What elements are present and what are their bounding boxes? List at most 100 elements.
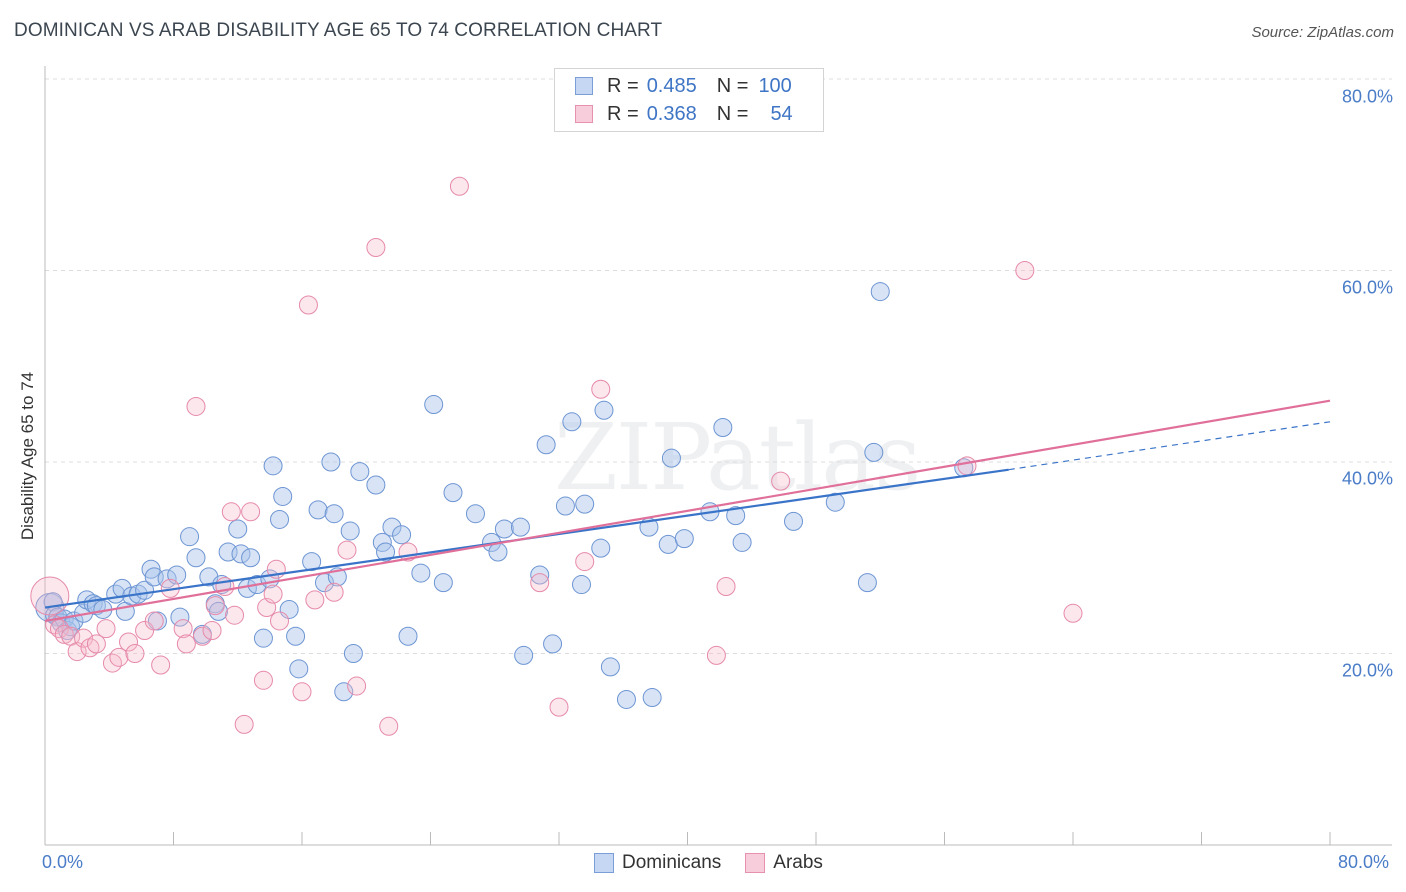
- dominicans-point: [302, 552, 322, 572]
- arabs-point: [292, 682, 312, 702]
- legend-row-dominicans: R = 0.485 N = 100: [575, 72, 792, 100]
- dominicans-point: [228, 519, 248, 539]
- dominicans-point: [231, 544, 251, 564]
- dominicans-point: [658, 534, 678, 554]
- arabs-point: [151, 655, 171, 675]
- dominicans-point: [366, 475, 386, 495]
- dominicans-point: [514, 645, 534, 665]
- arabs-point: [30, 576, 70, 616]
- legend-item-dominicans: Dominicans: [594, 852, 721, 874]
- arabs-point: [549, 697, 569, 717]
- arabs-point: [241, 502, 261, 522]
- dominicans-point: [530, 565, 550, 585]
- arabs-point: [379, 716, 399, 736]
- arabs-point: [221, 502, 241, 522]
- arabs-point: [366, 238, 386, 258]
- n-value-arabs: 54: [770, 102, 793, 125]
- dominicans-point: [536, 435, 556, 455]
- dominicans-point: [286, 626, 306, 646]
- dominicans-point: [340, 521, 360, 541]
- arabs-trend-line: [44, 399, 1331, 623]
- arabs-point: [186, 396, 206, 416]
- dominicans-point: [141, 559, 161, 579]
- legend-row-arabs: R = 0.368 N = 54: [575, 100, 793, 128]
- dominicans-point: [555, 496, 575, 516]
- arabs-point: [234, 714, 254, 734]
- arabs-point: [74, 628, 94, 648]
- dominicans-point: [382, 517, 402, 537]
- y-tick-label-40: 40.0%: [1341, 468, 1393, 489]
- arabs-point: [202, 621, 222, 641]
- dominicans-point: [289, 659, 309, 679]
- arabs-point: [957, 456, 977, 476]
- stats-legend: R = 0.485 N = 100 R = 0.368 N = 54: [554, 68, 824, 132]
- legend-item-arabs: Arabs: [745, 852, 823, 874]
- chart-source: Source: ZipAtlas.com: [1251, 24, 1394, 41]
- dominicans-point: [273, 486, 293, 506]
- arabs-point: [135, 621, 155, 641]
- dominicans-point: [424, 395, 444, 415]
- arabs-point: [54, 624, 74, 644]
- dominicans-point: [411, 563, 431, 583]
- x-tick-label-min: 0.0%: [42, 852, 84, 872]
- dominicans-point: [208, 601, 228, 621]
- dominicans-point: [180, 527, 200, 547]
- dominicans-point: [594, 400, 614, 420]
- arabs-point: [716, 576, 736, 596]
- x-tick-label-max: 80.0%: [1338, 852, 1390, 872]
- dominicans-point: [857, 573, 877, 593]
- arabs-point: [192, 626, 212, 646]
- r-label: R =: [607, 74, 639, 97]
- dominicans-point: [510, 517, 530, 537]
- dominicans-point: [334, 682, 354, 702]
- dominicans-point: [591, 538, 611, 558]
- dominicans-point: [713, 418, 733, 438]
- dominicans-point: [241, 548, 261, 568]
- arabs-point: [449, 176, 469, 196]
- dominicans-point: [308, 500, 328, 520]
- arabs-point: [176, 634, 196, 654]
- dominicans-point: [571, 575, 591, 595]
- y-tick-label-80: 80.0%: [1341, 86, 1393, 107]
- n-value-dominicans: 100: [758, 74, 792, 97]
- dominicans-point: [732, 532, 752, 552]
- dominicans-point: [494, 519, 514, 539]
- arabs-point: [324, 582, 344, 602]
- arabs-point: [530, 573, 550, 593]
- dominicans-point: [726, 506, 746, 526]
- dominicans-point: [253, 628, 273, 648]
- dominicans-point: [443, 483, 463, 503]
- arabs-point: [1063, 603, 1083, 623]
- r-label: R =: [607, 102, 639, 125]
- arabs-point: [96, 619, 116, 639]
- arabs-point: [263, 584, 283, 604]
- dominicans-point: [392, 525, 412, 545]
- arabs-point: [109, 647, 129, 667]
- dominicans-legend-swatch: [594, 853, 614, 873]
- arabs-point: [144, 611, 164, 631]
- arabs-point: [205, 596, 225, 616]
- dominicans-point: [398, 626, 418, 646]
- dominicans-point: [263, 456, 283, 476]
- dominicans-point: [870, 282, 890, 302]
- arabs-point: [119, 632, 139, 652]
- series-legend: Dominicans Arabs: [594, 852, 847, 874]
- dominicans-point: [616, 689, 636, 709]
- arabs-point: [298, 295, 318, 315]
- dominicans-point: [343, 644, 363, 663]
- dominicans-point: [376, 542, 396, 562]
- y-tick-label-20: 20.0%: [1341, 660, 1393, 681]
- dominicans-point: [465, 504, 485, 524]
- arabs-point: [1015, 261, 1035, 280]
- dominicans-point: [433, 573, 453, 593]
- arabs-legend-label: Arabs: [773, 852, 823, 873]
- arabs-point: [337, 540, 357, 560]
- dominicans-point: [674, 529, 694, 549]
- arabs-point: [253, 670, 273, 690]
- dominicans-point: [270, 509, 290, 529]
- arabs-point: [575, 552, 595, 572]
- dominicans-point: [543, 634, 563, 654]
- watermark: ZIPatlas: [554, 404, 921, 511]
- arabs-swatch: [575, 105, 593, 123]
- dominicans-point: [600, 657, 620, 677]
